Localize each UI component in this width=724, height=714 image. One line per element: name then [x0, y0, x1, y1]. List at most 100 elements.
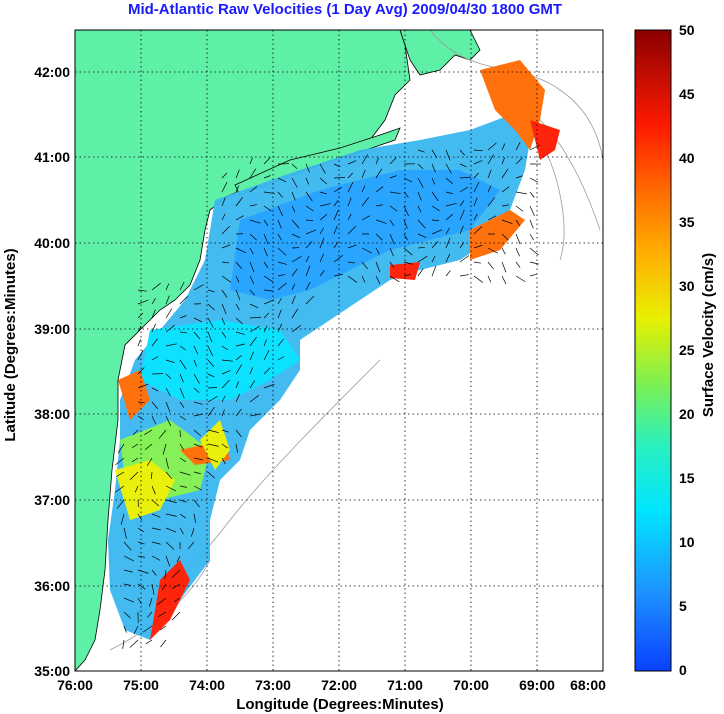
- velocity-arrow: [445, 149, 451, 161]
- velocity-arrow: [161, 583, 167, 591]
- velocity-arrow: [165, 373, 172, 380]
- velocity-arrow: [148, 597, 153, 607]
- velocity-arrow: [389, 157, 397, 165]
- velocity-arrow: [263, 247, 268, 257]
- velocity-arrow: [249, 395, 259, 403]
- velocity-arrow: [361, 154, 368, 165]
- velocity-arrow: [235, 261, 243, 270]
- velocity-arrow: [389, 219, 395, 227]
- velocity-arrow: [501, 186, 510, 193]
- velocity-arrow: [375, 233, 383, 241]
- velocity-arrow: [123, 583, 131, 586]
- velocity-arrow: [375, 157, 379, 165]
- velocity-arrow: [207, 317, 214, 328]
- velocity-arrow: [151, 309, 156, 319]
- velocity-arrow: [389, 261, 395, 268]
- velocity-arrow: [235, 364, 242, 375]
- velocity-arrow: [487, 154, 494, 165]
- y-axis-label: Latitude (Degrees:Minutes): [2, 248, 19, 441]
- velocity-arrow: [160, 625, 167, 631]
- velocity-arrow: [221, 244, 231, 249]
- velocity-arrow: [487, 275, 492, 283]
- velocity-field: [108, 60, 560, 640]
- velocity-arrow: [431, 229, 443, 235]
- velocity-arrow: [221, 395, 226, 403]
- velocity-arrow: [221, 225, 230, 235]
- velocity-arrow: [137, 350, 144, 361]
- velocity-arrow: [165, 541, 175, 550]
- velocity-arrow: [235, 408, 242, 417]
- velocity-arrow: [263, 275, 274, 283]
- velocity-arrow: [459, 200, 465, 207]
- velocity-arrow: [333, 225, 338, 235]
- velocity-arrow: [501, 168, 509, 179]
- velocity-arrow: [263, 325, 268, 333]
- velocity-arrow: [263, 157, 271, 165]
- velocity-arrow: [319, 270, 325, 277]
- velocity-arrow: [431, 191, 439, 202]
- velocity-arrow: [319, 237, 325, 249]
- velocity-arrow: [193, 429, 202, 437]
- velocity-arrow: [305, 191, 313, 202]
- velocity-arrow: [375, 186, 384, 193]
- velocity-arrow: [122, 639, 125, 649]
- colorbar-tick-label: 40: [679, 150, 695, 166]
- velocity-arrow: [193, 331, 201, 340]
- velocity-arrow: [515, 141, 521, 151]
- velocity-arrow: [193, 499, 200, 508]
- colorbar-tick-label: 30: [679, 278, 695, 294]
- velocity-arrow: [150, 471, 153, 479]
- velocity-arrow: [235, 381, 239, 389]
- velocity-arrow: [179, 527, 184, 535]
- velocity-arrow: [221, 172, 228, 179]
- velocity-arrow: [291, 191, 296, 201]
- velocity-arrow: [235, 429, 242, 438]
- velocity-arrow: [319, 214, 328, 221]
- velocity-arrow: [165, 527, 177, 533]
- velocity-arrow: [221, 303, 227, 315]
- velocity-arrow: [473, 244, 483, 249]
- velocity-arrow: [515, 261, 521, 268]
- velocity-arrow: [277, 282, 287, 291]
- velocity-arrow: [171, 569, 181, 578]
- velocity-arrow: [129, 471, 139, 480]
- velocity-arrow: [487, 142, 497, 151]
- velocity-arrow: [473, 172, 479, 179]
- velocity-arrow: [319, 177, 327, 185]
- colorbar-tick-label: 10: [679, 534, 695, 550]
- x-tick-label: 70:00: [453, 677, 489, 693]
- velocity-arrow: [431, 205, 440, 212]
- velocity-arrow: [277, 338, 284, 347]
- velocity-arrow: [515, 191, 527, 195]
- x-tick-label: 71:00: [387, 677, 423, 693]
- velocity-arrow: [235, 343, 245, 347]
- velocity-arrow: [221, 409, 225, 417]
- velocity-arrow: [179, 295, 188, 305]
- velocity-arrow: [137, 583, 146, 590]
- velocity-arrow: [487, 247, 498, 254]
- velocity-arrow: [473, 261, 481, 264]
- velocity-arrow: [221, 345, 229, 351]
- velocity-arrow: [515, 205, 524, 212]
- colorbar-label: Surface Velocity (cm/s): [700, 253, 717, 417]
- velocity-arrow: [151, 555, 161, 561]
- velocity-arrow: [179, 513, 186, 519]
- velocity-arrow: [151, 387, 159, 392]
- velocity-arrow: [235, 355, 242, 361]
- cape: [399, 30, 481, 76]
- velocity-arrow: [515, 247, 520, 257]
- velocity-arrow: [389, 233, 395, 245]
- velocity-arrow: [179, 457, 187, 463]
- velocity-arrow: [134, 485, 139, 493]
- velocity-arrow: [361, 185, 366, 193]
- velocity-arrow: [375, 261, 381, 273]
- velocity-arrow: [207, 429, 219, 433]
- velocity-arrow: [176, 555, 181, 563]
- velocity-arrow: [277, 219, 282, 229]
- velocity-arrow: [487, 185, 492, 193]
- velocity-arrow: [529, 191, 535, 198]
- velocity-arrow: [137, 555, 145, 558]
- velocity-arrow: [417, 219, 426, 229]
- velocity-arrow: [221, 182, 228, 193]
